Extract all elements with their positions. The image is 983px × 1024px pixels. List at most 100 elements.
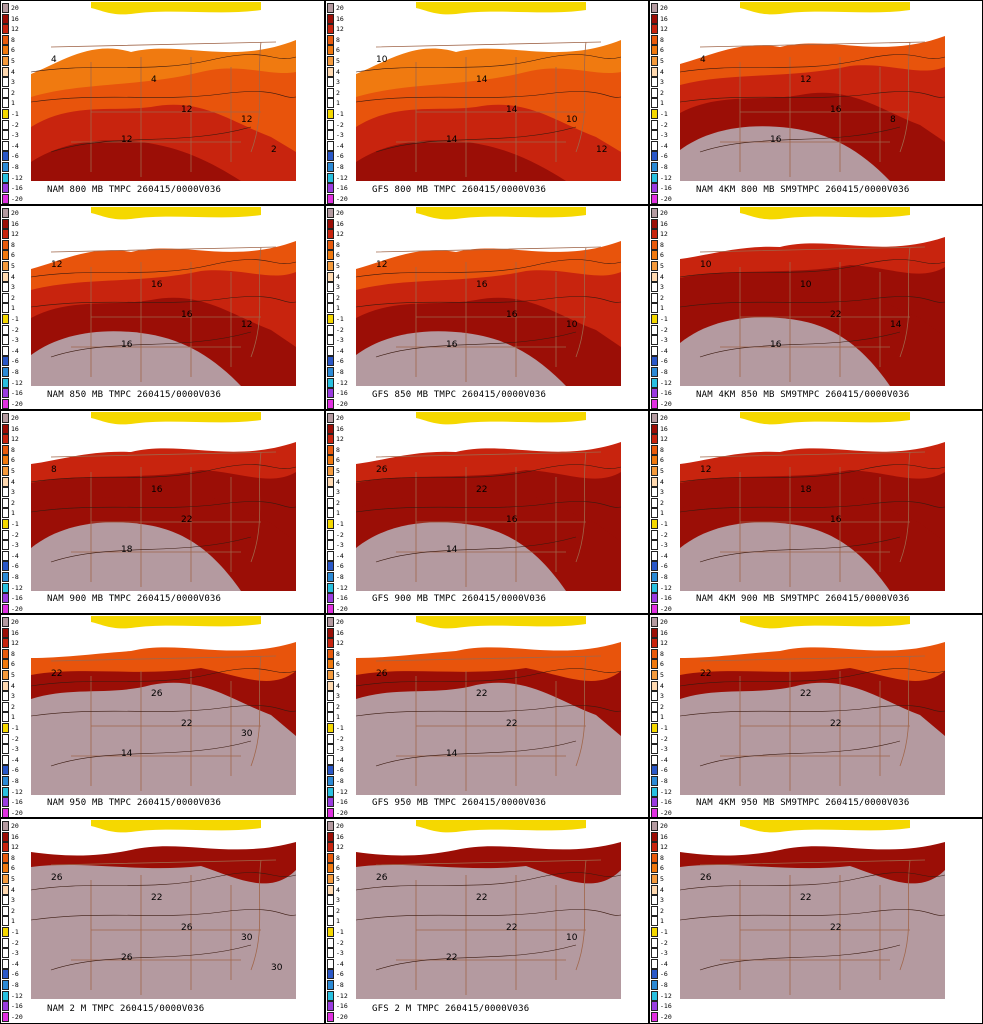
legend-swatch [651,593,658,604]
legend-label: -16 [660,1002,672,1011]
legend-swatch [327,3,334,13]
legend-entry: -2 [326,733,356,745]
legend-label: 16 [336,424,344,433]
contour-label: 22 [476,893,487,903]
legend-label: 3 [11,283,15,292]
legend-swatch [2,1011,9,1022]
legend-entry: -12 [650,172,680,184]
legend-swatch [651,434,658,445]
legend-swatch [2,550,9,561]
contour-label: 22 [151,893,162,903]
legend-entry: -1 [1,108,31,120]
legend-swatch [651,398,658,409]
legend-label: 16 [336,628,344,637]
legend-entry: 3 [326,487,356,498]
legend-swatch [2,24,9,35]
legend-swatch [2,335,9,346]
legend-label: 5 [660,874,664,883]
legend-label: 12 [660,435,668,444]
legend-swatch [327,669,334,680]
legend-label: -1 [336,314,344,323]
legend-entry: -12 [650,990,680,1002]
legend-entry: -20 [650,193,680,204]
isotherm-contours [31,259,296,358]
panel-caption: NAM 4KM 900 MB SM9TMPC 260415/0000V036 [696,594,910,604]
isotherm-contours [31,668,296,767]
legend-swatch [651,969,658,980]
legend-entry: -16 [326,388,356,399]
legend-entry: 5 [650,669,680,681]
contour-label: 30 [271,963,283,973]
legend-label: 8 [11,35,15,44]
legend-label: 3 [660,896,664,905]
legend-swatch [2,821,9,831]
legend-swatch [2,497,9,508]
legend-entry: -16 [326,183,356,194]
legend-label: -20 [660,604,672,613]
legend-entry: -12 [1,377,31,389]
freezing-region [91,2,261,15]
legend-label: -2 [11,734,19,743]
temperature-map: 26 22 16 14 [356,412,621,591]
legend-label: -1 [660,723,668,732]
panel-caption: NAM 4KM 850 MB SM9TMPC 260415/0000V036 [696,390,910,400]
legend-label: -2 [660,325,668,334]
legend-entry: 16 [1,423,31,435]
legend-swatch [2,77,9,88]
legend-entry: -2 [650,733,680,745]
legend-entry: 6 [326,45,356,56]
legend-entry: 3 [650,282,680,293]
legend-label: -16 [336,1002,348,1011]
model-panel: 20 16 12 8 6 5 4 3 2 1 -1 -2 -3 -4 -6 -8 -12 -16 -20 26 22 16… [325,410,649,614]
model-panel: 20 16 12 8 6 5 4 3 2 1 -1 -2 -3 -4 -6 -8 -12 -16 -20 26 22 26… [0,818,325,1024]
legend-swatch [2,108,9,119]
legend-label: 12 [660,25,668,34]
legend-entry: 4 [650,884,680,896]
legend-label: 1 [660,99,664,108]
legend-entry: -4 [650,958,680,970]
legend-label: -12 [336,787,348,796]
legend-label: -8 [660,572,668,581]
legend-entry: -6 [1,969,31,980]
legend-swatch [651,497,658,508]
freezing-region [91,207,261,220]
legend-label: -6 [11,766,19,775]
legend-label: 8 [11,240,15,249]
legend-entry: 1 [326,508,356,519]
legend-label: -1 [660,109,668,118]
temperature-map: 26 22 26 26 30 30 [31,820,296,999]
legend-swatch [2,193,9,204]
legend-label: -1 [11,927,19,936]
contour-label: 26 [376,669,388,679]
legend-entry: -3 [650,335,680,346]
panel-caption: GFS 800 MB TMPC 260415/0000V036 [372,185,547,195]
legend-entry: 3 [650,77,680,88]
legend-entry: 2 [326,701,356,713]
legend-entry: 1 [650,508,680,519]
legend-swatch [651,140,658,151]
legend-entry: 6 [1,863,31,874]
legend-label: -4 [11,141,19,150]
legend-label: -2 [336,120,344,129]
legend-label: 2 [336,906,340,915]
legend-label: 2 [336,498,340,507]
legend-entry: 8 [1,34,31,46]
legend-entry: -8 [326,571,356,583]
legend-label: -16 [660,798,672,807]
legend-swatch [651,765,658,776]
cold-region [31,616,296,658]
legend-swatch [327,540,334,551]
legend-swatch [2,119,9,130]
legend-label: -8 [11,367,19,376]
legend-label: -1 [660,927,668,936]
legend-entry: -3 [326,948,356,959]
legend-swatch [327,550,334,561]
legend-label: -3 [660,949,668,958]
legend-swatch [651,990,658,1001]
legend-entry: -8 [650,366,680,378]
legend-label: -4 [11,959,19,968]
legend-label: -12 [336,991,348,1000]
legend-label: -3 [660,745,668,754]
legend-swatch [327,863,334,874]
